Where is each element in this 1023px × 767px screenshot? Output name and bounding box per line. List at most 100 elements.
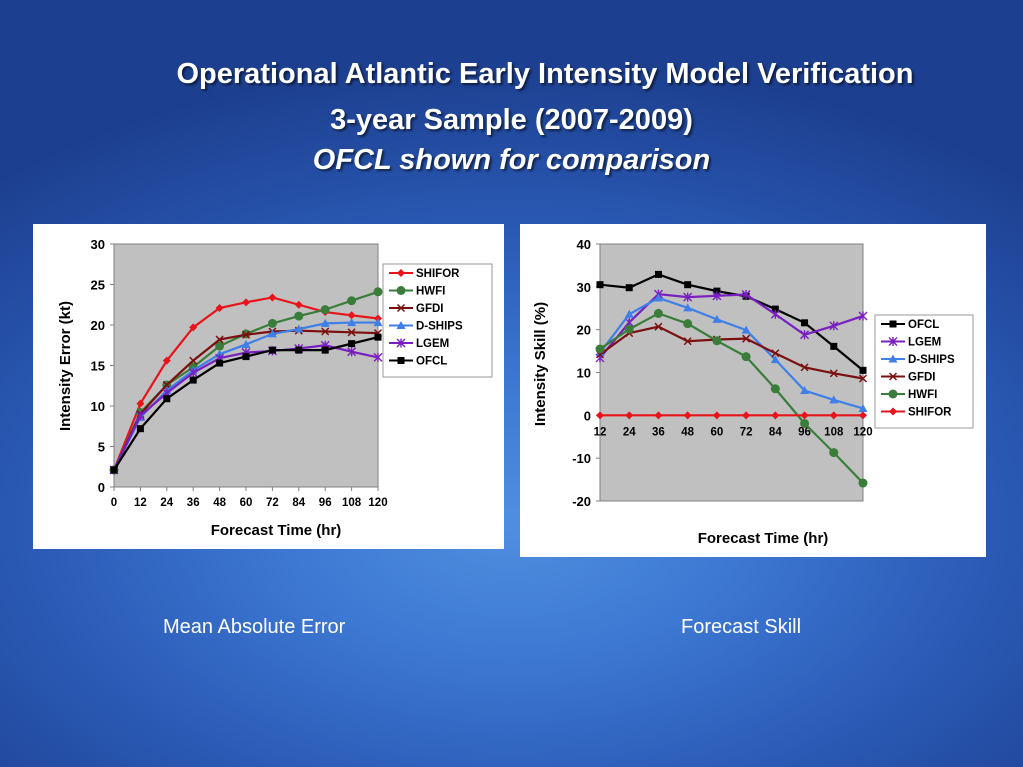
x-tick-label: 72 xyxy=(740,426,753,438)
x-tick-label: 12 xyxy=(134,497,147,509)
x-axis-title: Forecast Time (hr) xyxy=(211,522,342,539)
legend-marker xyxy=(396,286,406,295)
data-point-gfdi xyxy=(829,369,838,378)
legend-item-shifor: SHIFOR xyxy=(389,268,460,280)
data-point-shifor xyxy=(215,303,224,312)
data-point-hwfi xyxy=(653,308,663,318)
forecast-skill-chart: -20 -10 0 10 20 30 40 12 24 36 48 60 72 84 96 108 120 For… xyxy=(532,237,974,547)
legend-item-hwfi: HWFI xyxy=(881,389,937,401)
data-point-hwfi xyxy=(294,311,304,321)
mean-absolute-error-chart: 0 5 10 15 20 25 30 0 12 24 36 48 60 72 84 96 108 120 Forec… xyxy=(57,237,493,539)
data-point-hwfi xyxy=(347,296,357,306)
data-point-lgem xyxy=(829,321,839,331)
data-point-shifor xyxy=(294,300,303,309)
series-ofcl xyxy=(596,270,867,374)
legend-marker xyxy=(396,321,406,329)
legend-label: HWFI xyxy=(416,286,445,298)
legend-label: GFDI xyxy=(416,303,443,315)
data-point-d-ships xyxy=(294,324,304,333)
legend-label: SHIFOR xyxy=(416,268,460,280)
data-point-shifor xyxy=(136,399,145,408)
mean-absolute-error-chart-panel: 0 5 10 15 20 25 30 0 12 24 36 48 60 72 84 96 108 120 Forec… xyxy=(33,224,504,549)
y-tick-label: 20 xyxy=(577,323,591,338)
data-point-ofcl xyxy=(295,346,303,354)
data-point-lgem xyxy=(188,368,198,378)
data-point-shifor xyxy=(268,293,277,302)
data-point-gfdi xyxy=(654,322,663,331)
series-shifor xyxy=(596,411,867,420)
y-tick-label: 10 xyxy=(91,399,105,414)
series-ofcl xyxy=(110,333,382,474)
data-point-ofcl xyxy=(110,466,118,474)
data-point-ofcl xyxy=(216,359,224,367)
series-hwfi xyxy=(595,308,868,488)
series-line-hwfi xyxy=(599,312,864,484)
legend-label: D-SHIPS xyxy=(416,321,463,333)
forecast-skill-chart-panel: -20 -10 0 10 20 30 40 12 24 36 48 60 72 84 96 108 120 For… xyxy=(520,224,986,557)
legend-label: LGEM xyxy=(416,338,449,350)
legend: SHIFOR HWFI GFDI D-SHIPS LGEM OFCL xyxy=(382,263,493,378)
data-point-gfdi xyxy=(321,327,330,336)
x-tick-label: 48 xyxy=(213,497,226,509)
legend-marker xyxy=(397,357,405,364)
legend-marker xyxy=(396,338,406,348)
plot-area xyxy=(599,243,864,502)
title-line-3: OFCL shown for comparison xyxy=(312,144,711,176)
legend-marker xyxy=(396,303,406,313)
data-point-d-ships xyxy=(653,293,663,302)
x-tick-label: 48 xyxy=(681,426,694,438)
data-point-shifor xyxy=(242,298,250,307)
data-point-hwfi xyxy=(267,318,277,328)
data-point-gfdi xyxy=(858,374,868,383)
data-point-hwfi xyxy=(595,344,605,354)
y-tick-label: 40 xyxy=(577,237,591,252)
data-point-ofcl xyxy=(684,281,692,289)
data-point-gfdi xyxy=(683,337,692,346)
data-point-d-ships xyxy=(858,403,868,412)
y-tick-label: 0 xyxy=(584,408,591,423)
x-tick-label: 108 xyxy=(342,497,362,509)
plot-area xyxy=(113,243,379,488)
legend-box xyxy=(874,314,974,429)
x-tick-label: 72 xyxy=(266,497,279,509)
data-point-hwfi xyxy=(770,384,780,394)
x-tick-label: 96 xyxy=(319,497,332,509)
data-point-shifor xyxy=(859,411,867,420)
legend-item-ofcl: OFCL xyxy=(389,356,447,368)
data-point-shifor xyxy=(712,411,721,420)
legend-label: OFCL xyxy=(416,356,447,368)
data-point-shifor xyxy=(683,411,692,420)
legend-label: SHIFOR xyxy=(908,407,952,419)
legend-item-gfdi: GFDI xyxy=(881,372,935,384)
caption-mean-absolute-error: Mean Absolute Error xyxy=(163,616,346,638)
data-point-gfdi xyxy=(162,380,171,389)
y-tick-label: 10 xyxy=(577,366,591,381)
y-tick-label: 25 xyxy=(91,278,105,293)
data-point-ofcl xyxy=(654,270,662,278)
data-point-ofcl xyxy=(189,376,197,384)
x-tick-label: 36 xyxy=(187,497,200,509)
data-point-lgem xyxy=(712,291,722,301)
data-point-ofcl xyxy=(830,342,838,350)
data-point-d-ships xyxy=(267,329,277,338)
data-point-shifor xyxy=(162,356,171,365)
legend-item-gfdi: GFDI xyxy=(389,303,443,315)
data-point-d-ships xyxy=(770,355,780,364)
y-tick-label: 30 xyxy=(577,280,591,295)
data-point-d-ships xyxy=(683,303,693,312)
y-tick-label: -10 xyxy=(572,451,591,466)
legend-marker xyxy=(888,389,898,399)
data-point-shifor xyxy=(596,411,604,420)
data-point-d-ships xyxy=(800,385,810,394)
data-point-lgem xyxy=(858,311,868,321)
x-tick-label: 84 xyxy=(769,426,782,438)
legend-label: HWFI xyxy=(908,389,937,401)
data-point-shifor xyxy=(771,411,780,420)
legend-item-d-ships: D-SHIPS xyxy=(881,354,955,366)
data-point-lgem xyxy=(347,347,357,357)
series-line-lgem xyxy=(599,292,864,359)
data-point-ofcl xyxy=(771,305,779,313)
legend-item-ofcl: OFCL xyxy=(881,319,939,331)
legend-label: OFCL xyxy=(908,319,939,331)
x-tick-label: 96 xyxy=(798,426,811,438)
